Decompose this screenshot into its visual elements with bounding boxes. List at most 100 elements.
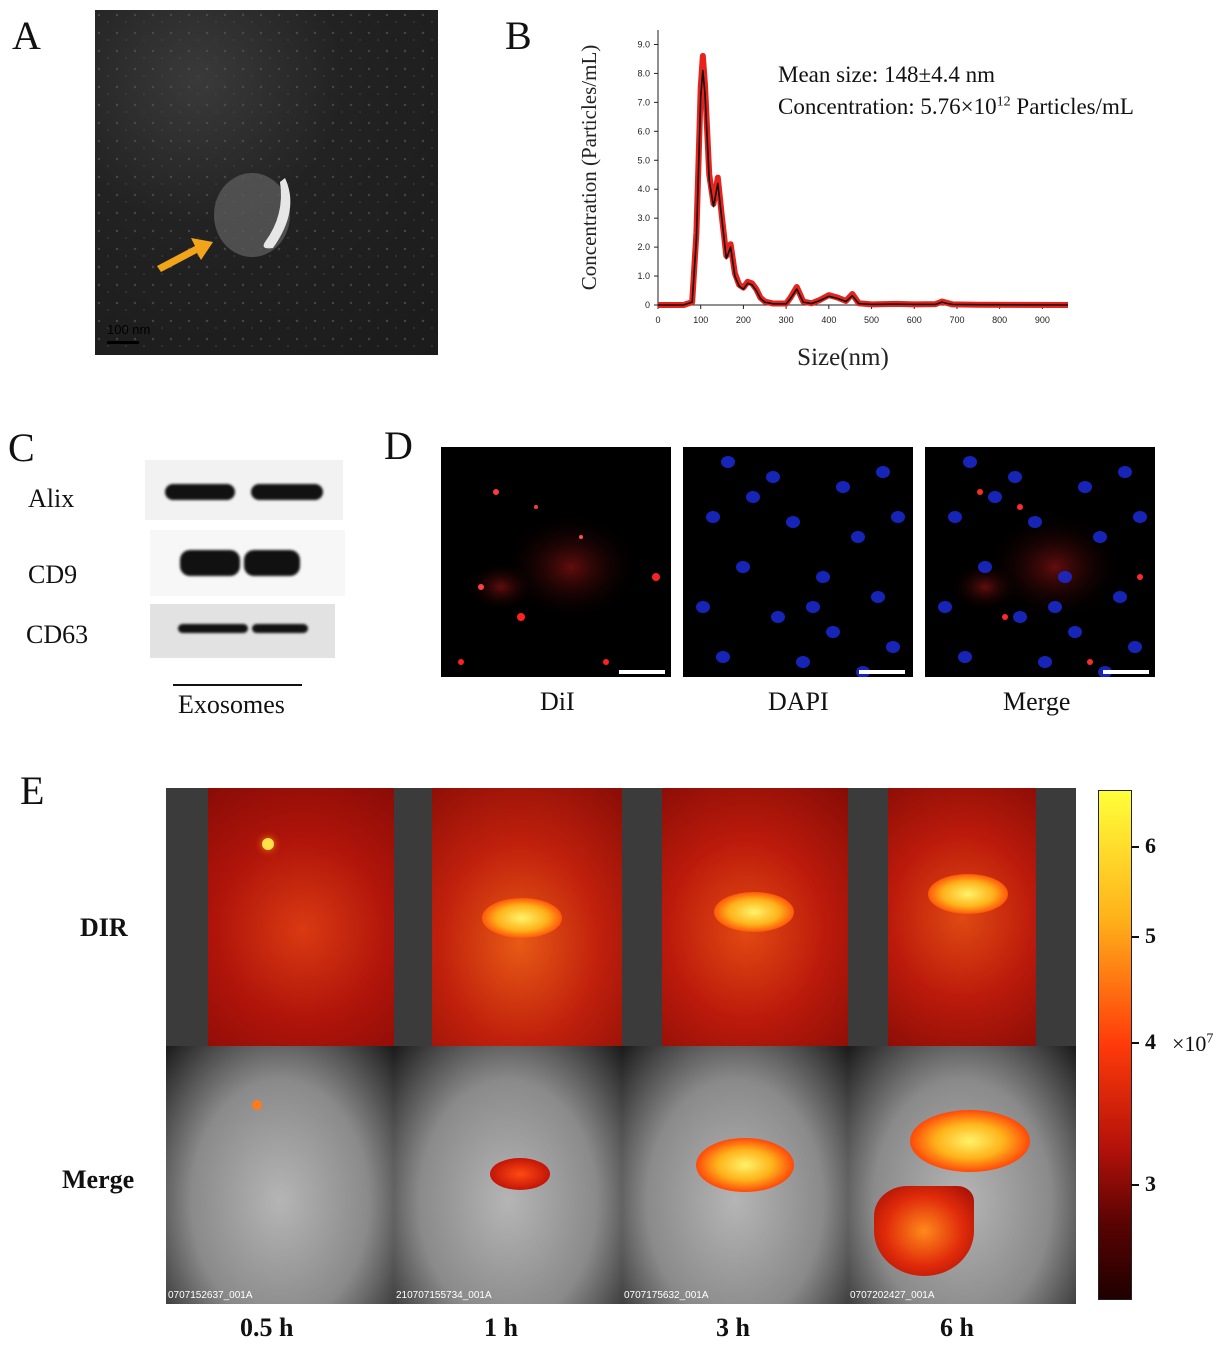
colorbar-tick-mark	[1131, 1184, 1139, 1186]
nucleus	[938, 601, 952, 613]
nucleus	[816, 571, 830, 583]
nucleus	[1093, 531, 1107, 543]
blot-cd9	[150, 530, 345, 596]
dir-background-mask	[622, 788, 662, 1046]
panel-d-letter: D	[384, 423, 413, 468]
dii-spot	[1087, 659, 1093, 665]
x-axis-label: Size(nm)	[797, 344, 889, 371]
nucleus	[978, 561, 992, 573]
nucleus	[836, 481, 850, 493]
colorbar-tick-mark	[1131, 936, 1139, 938]
merge-image-3h: 0707175632_001A	[622, 1046, 848, 1304]
colorbar-tick-mark	[1131, 846, 1139, 848]
nta-concentration: Concentration: 5.76×1012 Particles/mL	[778, 94, 1134, 120]
label-dapi: DAPI	[768, 687, 829, 716]
colorbar-tick-3: 3	[1145, 1171, 1156, 1196]
marker-cd9: CD9	[28, 560, 78, 589]
nucleus	[1133, 511, 1147, 523]
time-label-3h: 3 h	[716, 1313, 750, 1342]
scale-bar	[1103, 670, 1149, 674]
x-tick-label: 500	[864, 315, 879, 325]
row-label-dir: DIR	[80, 913, 128, 942]
panel-b-letter: B	[505, 13, 532, 58]
y-tick-label: 2.0	[637, 242, 650, 252]
nucleus	[1078, 481, 1092, 493]
nucleus	[891, 511, 905, 523]
label-merge: Merge	[1003, 687, 1071, 716]
nucleus	[736, 561, 750, 573]
band	[180, 550, 240, 576]
blot-cd63	[150, 604, 335, 658]
merge-hotspot	[252, 1100, 262, 1110]
tem-exosome-graphic	[95, 10, 438, 355]
y-tick-label: 6.0	[637, 126, 650, 136]
x-tick-label: 800	[992, 315, 1007, 325]
exosomes-bracket-line	[173, 684, 302, 686]
dir-hotspot	[482, 898, 562, 938]
panel-e-letter: E	[20, 768, 45, 813]
nucleus	[1028, 516, 1042, 528]
tem-scale-label: 100 nm	[107, 322, 151, 337]
nucleus	[876, 466, 890, 478]
y-tick-label: 9.0	[637, 39, 650, 49]
colorbar	[1098, 790, 1132, 1300]
colorbar-tick-mark	[1131, 1042, 1139, 1044]
x-tick-label: 400	[821, 315, 836, 325]
nucleus	[1128, 641, 1142, 653]
merge-hotspot	[910, 1110, 1030, 1172]
merge-image-1h: 210707155734_001A	[394, 1046, 622, 1304]
image-id: 0707152637_001A	[168, 1290, 253, 1301]
nucleus	[948, 511, 962, 523]
merge-image-6h: 0707202427_001A	[848, 1046, 1076, 1304]
band	[244, 550, 300, 576]
dir-background-mask	[1036, 788, 1076, 1046]
y-tick-label: 0	[645, 300, 650, 310]
nta-mean-size: Mean size: 148±4.4 nm	[778, 62, 996, 87]
nucleus	[886, 641, 900, 653]
nucleus	[706, 511, 720, 523]
nucleus	[1038, 656, 1052, 668]
dir-image-0-5h	[166, 788, 394, 1046]
band	[251, 484, 323, 500]
colorbar-multiplier-exp: 7	[1206, 1031, 1214, 1047]
nucleus	[1118, 466, 1132, 478]
y-tick-label: 7.0	[637, 97, 650, 107]
blot-alix	[145, 460, 343, 520]
dii-image	[441, 447, 671, 677]
y-tick-label: 1.0	[637, 271, 650, 281]
merge-hotspot	[696, 1138, 794, 1192]
y-axis-label: Concentration (Particles/mL)	[577, 45, 601, 291]
dii-spot	[1017, 504, 1023, 510]
x-tick-label: 300	[779, 315, 794, 325]
nucleus	[851, 531, 865, 543]
x-tick-label: 900	[1035, 315, 1050, 325]
time-label-6h: 6 h	[940, 1313, 974, 1342]
dir-image-3h	[622, 788, 848, 1046]
x-tick-label: 700	[949, 315, 964, 325]
time-label-0-5h: 0.5 h	[240, 1313, 294, 1342]
nta-concentration-exponent: 12	[996, 94, 1011, 110]
x-tick-label: 0	[655, 315, 660, 325]
nucleus	[716, 651, 730, 663]
band	[252, 624, 308, 633]
scale-bar	[859, 670, 905, 674]
colorbar-multiplier-base: ×10	[1172, 1031, 1207, 1056]
nucleus	[963, 456, 977, 468]
merge-image-0-5h: 0707152637_001A	[166, 1046, 394, 1304]
marker-cd63: CD63	[26, 620, 89, 649]
label-dii: DiI	[540, 687, 575, 716]
nucleus	[806, 601, 820, 613]
nucleus	[786, 516, 800, 528]
merge-hotspot	[874, 1186, 974, 1276]
dir-hotspot	[928, 874, 1008, 914]
colorbar-ticks: 6 5 4 3	[1131, 790, 1191, 1298]
panel-a-letter: A	[12, 13, 41, 58]
scale-bar	[619, 670, 665, 674]
colorbar-multiplier: ×107	[1172, 1031, 1213, 1057]
nucleus	[1013, 611, 1027, 623]
dir-background-mask	[166, 788, 208, 1046]
y-tick-label: 5.0	[637, 155, 650, 165]
nucleus	[958, 651, 972, 663]
dapi-graphic	[696, 456, 905, 677]
colorbar-tick-6: 6	[1145, 833, 1156, 858]
